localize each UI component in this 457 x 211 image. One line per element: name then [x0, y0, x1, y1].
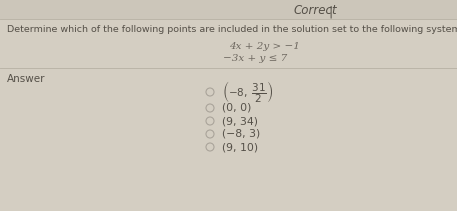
Text: $\left(-8,\;\dfrac{31}{2}\right)$: $\left(-8,\;\dfrac{31}{2}\right)$ — [222, 79, 273, 105]
Text: Answer: Answer — [7, 74, 46, 84]
Text: 4x + 2y > −1: 4x + 2y > −1 — [229, 42, 300, 51]
Text: (9, 34): (9, 34) — [222, 116, 258, 126]
Text: Correct: Correct — [294, 4, 338, 16]
Text: |: | — [328, 5, 332, 19]
Text: −3x + y ≤ 7: −3x + y ≤ 7 — [223, 54, 287, 63]
Bar — [0, 0, 457, 19]
Text: (−8, 3): (−8, 3) — [222, 129, 260, 139]
Text: Determine which of the following points are included in the solution set to the : Determine which of the following points … — [7, 25, 457, 34]
Text: (0, 0): (0, 0) — [222, 103, 251, 113]
Text: (9, 10): (9, 10) — [222, 142, 258, 152]
